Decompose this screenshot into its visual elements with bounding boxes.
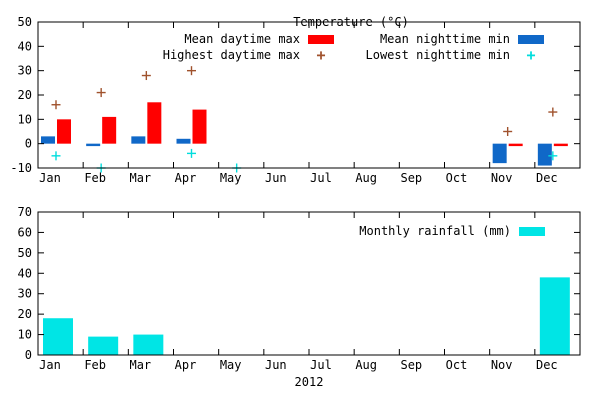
svg-text:Feb: Feb [84,171,106,185]
legend-label-lowest-nighttime-min: Lowest nighttime min [365,48,511,62]
svg-text:30: 30 [18,287,32,301]
blue-bar-swatch [518,34,544,44]
svg-text:60: 60 [18,225,32,239]
svg-text:Dec: Dec [536,171,558,185]
svg-text:Dec: Dec [536,358,558,372]
svg-text:Jan: Jan [39,171,61,185]
svg-text:10: 10 [18,112,32,126]
svg-text:Jan: Jan [39,358,61,372]
legend-label-mean-nighttime-min: Mean nighttime min [379,32,510,46]
temperature-chart-title: Temperature (°C) [293,15,409,29]
svg-text:Jun: Jun [265,358,287,372]
svg-text:20: 20 [18,307,32,321]
svg-text:Aug: Aug [355,171,377,185]
svg-text:May: May [220,171,242,185]
svg-text:Oct: Oct [446,171,468,185]
svg-text:Aug: Aug [355,358,377,372]
svg-text:Feb: Feb [84,358,106,372]
cyan-bar-swatch [519,226,545,236]
svg-text:10: 10 [18,328,32,342]
svg-text:Apr: Apr [175,358,197,372]
svg-text:40: 40 [18,266,32,280]
svg-text:50: 50 [18,246,32,260]
svg-text:Mar: Mar [129,358,151,372]
legend-label-mean-daytime-max: Mean daytime max [184,32,300,46]
svg-text:Sep: Sep [400,171,422,185]
legend-row-1: Mean daytime max Mean nighttime min [150,31,552,47]
legend-label-monthly-rainfall: Monthly rainfall (mm) [359,224,511,238]
svg-text:0: 0 [25,348,32,362]
svg-text:70: 70 [18,205,32,219]
svg-text:Sep: Sep [400,358,422,372]
svg-text:May: May [220,358,242,372]
svg-text:Mar: Mar [129,171,151,185]
svg-text:Nov: Nov [491,358,513,372]
svg-text:Jun: Jun [265,171,287,185]
svg-text:20: 20 [18,88,32,102]
svg-text:-10: -10 [10,161,32,175]
x-axis-label-year: 2012 [294,375,324,389]
red-bar-swatch [308,34,334,44]
svg-text:0: 0 [25,137,32,151]
svg-text:Jul: Jul [310,358,332,372]
plus-marker-icon: + [316,45,326,64]
plus-marker-icon: + [526,45,536,64]
svg-text:Jul: Jul [310,171,332,185]
svg-text:50: 50 [18,15,32,29]
svg-text:30: 30 [18,64,32,78]
legend-row-2: Highest daytime max + Lowest nighttime m… [150,47,552,63]
svg-text:Apr: Apr [175,171,197,185]
legend-label-highest-daytime-max: Highest daytime max [162,48,300,62]
svg-text:Nov: Nov [491,171,513,185]
temperature-legend: Temperature (°C) Mean daytime max Mean n… [150,15,552,63]
rainfall-legend: Monthly rainfall (mm) [359,224,545,238]
svg-text:40: 40 [18,39,32,53]
svg-text:Oct: Oct [446,358,468,372]
